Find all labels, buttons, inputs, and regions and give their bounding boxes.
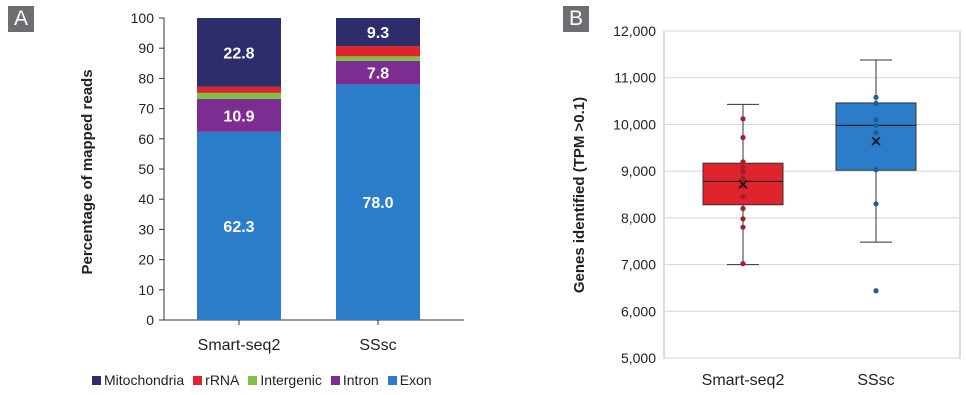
legend-label: Intron bbox=[342, 372, 379, 388]
data-point bbox=[873, 94, 879, 100]
y-tick-label: 7,000 bbox=[621, 257, 656, 273]
y-tick-label: 20 bbox=[138, 252, 154, 268]
legend-item: Exon bbox=[387, 372, 432, 388]
mean-marker bbox=[738, 179, 748, 189]
y-tick-label: 90 bbox=[138, 40, 154, 56]
data-point bbox=[873, 167, 879, 173]
legend-swatch bbox=[193, 376, 203, 385]
data-label: 7.8 bbox=[367, 66, 389, 83]
legend-swatch bbox=[248, 376, 258, 385]
data-point bbox=[873, 130, 879, 136]
y-tick-label: 60 bbox=[138, 131, 154, 147]
y-tick-label: 6,000 bbox=[621, 303, 656, 319]
data-point bbox=[873, 117, 879, 123]
bar-segment bbox=[197, 131, 281, 320]
data-point bbox=[740, 159, 746, 165]
x-tick-label: Smart-seq2 bbox=[198, 337, 281, 354]
data-label: 78.0 bbox=[362, 195, 393, 212]
legend-swatch bbox=[92, 376, 101, 385]
legend-item: Intron bbox=[330, 372, 379, 388]
data-label: 10.9 bbox=[223, 108, 254, 125]
data-point bbox=[740, 175, 746, 181]
data-point bbox=[873, 100, 879, 107]
box bbox=[835, 102, 917, 171]
data-point bbox=[740, 261, 746, 267]
y-tick-label: 30 bbox=[138, 221, 154, 237]
data-point bbox=[873, 122, 879, 128]
box-plot-chart: 5,000 6,000 7,000 8,000 9,000 10,000 11,000 12,… bbox=[571, 23, 961, 389]
y-tick-label: 8,000 bbox=[621, 210, 656, 226]
y-tick-label: 10,000 bbox=[613, 116, 656, 132]
y-tick-label: 50 bbox=[138, 161, 154, 177]
y-tick-label: 5,000 bbox=[621, 350, 656, 366]
bar-segment bbox=[336, 56, 420, 61]
y-tick-label: 12,000 bbox=[613, 23, 656, 39]
legend-label: rRNA bbox=[205, 372, 240, 388]
data-point bbox=[740, 216, 746, 222]
legend-label: Mitochondria bbox=[104, 372, 185, 388]
legend-swatch bbox=[387, 376, 397, 385]
legend-label: Intergenic bbox=[260, 372, 322, 388]
panel-a: A 0 10 20 30 40 50 60 70 80 90 100 Smart-seq2 SSsc 6… bbox=[8, 6, 464, 388]
y-tick-label: 0 bbox=[146, 312, 154, 328]
bar-segment bbox=[336, 18, 420, 47]
y-axis-label: Percentage of mapped reads bbox=[79, 69, 96, 274]
bar-segment bbox=[336, 84, 420, 320]
legend-item: rRNA bbox=[193, 372, 239, 388]
bar-segment bbox=[197, 86, 281, 93]
panel-b: B 5,000 6,000 7,000 8,000 9,000 10,000 11,000 1… bbox=[540, 0, 966, 395]
data-label: 62.3 bbox=[223, 219, 254, 236]
data-point bbox=[873, 201, 879, 207]
bar-segment bbox=[336, 46, 420, 57]
data-point bbox=[740, 164, 746, 171]
bar-segment bbox=[197, 98, 281, 132]
data-label: 22.8 bbox=[223, 45, 254, 62]
legend: Mitochondria rRNA Intergenic Intron Exon bbox=[92, 372, 441, 388]
data-point bbox=[740, 134, 746, 141]
bar-segment bbox=[197, 92, 281, 99]
y-axis-label: Genes identified (TPM >0.1) bbox=[571, 97, 588, 293]
y-tick-label: 80 bbox=[138, 70, 154, 86]
bar-segment bbox=[336, 60, 420, 85]
legend-label: Exon bbox=[399, 372, 432, 388]
outlier-point bbox=[873, 288, 879, 294]
legend-item: Intergenic bbox=[248, 372, 322, 388]
y-tick-label: 40 bbox=[138, 191, 154, 207]
y-tick-label: 10 bbox=[138, 282, 154, 298]
y-tick-label: 11,000 bbox=[614, 70, 656, 86]
x-tick-label: Smart-seq2 bbox=[702, 372, 785, 389]
data-point bbox=[740, 169, 746, 175]
data-point bbox=[740, 194, 746, 200]
legend-item: Mitochondria bbox=[92, 372, 184, 388]
stacked-bar-chart: 0 10 20 30 40 50 60 70 80 90 100 Smart-seq2 SSsc 62.… bbox=[79, 10, 464, 354]
data-label: 9.3 bbox=[367, 25, 389, 42]
x-tick-label: SSsc bbox=[359, 337, 396, 354]
legend-swatch bbox=[330, 376, 340, 385]
data-point bbox=[740, 116, 746, 122]
panel-label-a: A bbox=[8, 6, 34, 32]
y-tick-label: 9,000 bbox=[621, 163, 656, 179]
x-tick-label: SSsc bbox=[857, 372, 894, 389]
mean-marker bbox=[871, 136, 881, 146]
y-tick-label: 70 bbox=[138, 101, 154, 117]
bar-segment bbox=[197, 18, 281, 87]
data-point bbox=[740, 224, 746, 230]
data-point bbox=[740, 205, 746, 212]
panel-label-b: B bbox=[563, 6, 589, 32]
y-tick-label: 100 bbox=[131, 10, 155, 26]
